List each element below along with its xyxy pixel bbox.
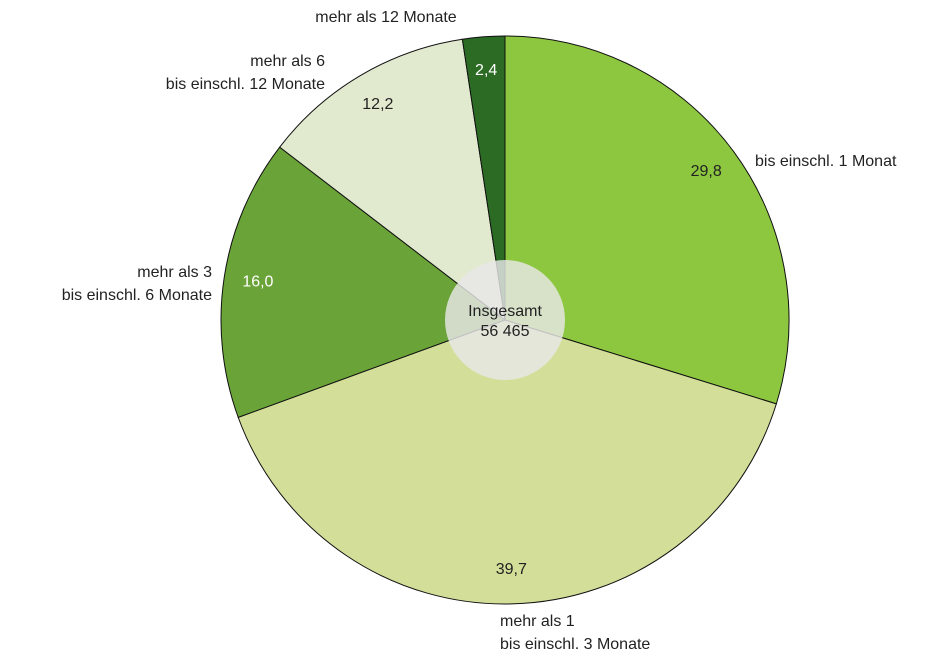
- category-label: bis einschl. 12 Monate: [166, 76, 325, 93]
- pie-slice: [237, 319, 777, 605]
- category-label: bis einschl. 3 Monate: [500, 636, 650, 653]
- category-label: mehr als 6: [250, 53, 325, 70]
- center-total: 56 465: [481, 323, 530, 340]
- category-label: bis einschl. 6 Monate: [62, 287, 212, 304]
- value-label: 39,7: [496, 561, 527, 578]
- pie-slice: [461, 35, 506, 321]
- value-label: 2,4: [475, 62, 497, 79]
- center-circle: [445, 260, 565, 380]
- pie-slice: [220, 146, 507, 419]
- value-label: 12,2: [362, 96, 393, 113]
- pie-slice: [504, 35, 790, 405]
- category-label: mehr als 12 Monate: [315, 9, 457, 26]
- value-label: 29,8: [691, 163, 722, 180]
- center-label: Insgesamt: [468, 303, 542, 320]
- category-label: mehr als 3: [137, 264, 212, 281]
- pie: [220, 35, 790, 605]
- category-label: mehr als 1: [500, 613, 575, 630]
- category-label: bis einschl. 1 Monat: [755, 153, 897, 170]
- value-label: 16,0: [242, 273, 273, 290]
- pie-slice: [278, 38, 506, 322]
